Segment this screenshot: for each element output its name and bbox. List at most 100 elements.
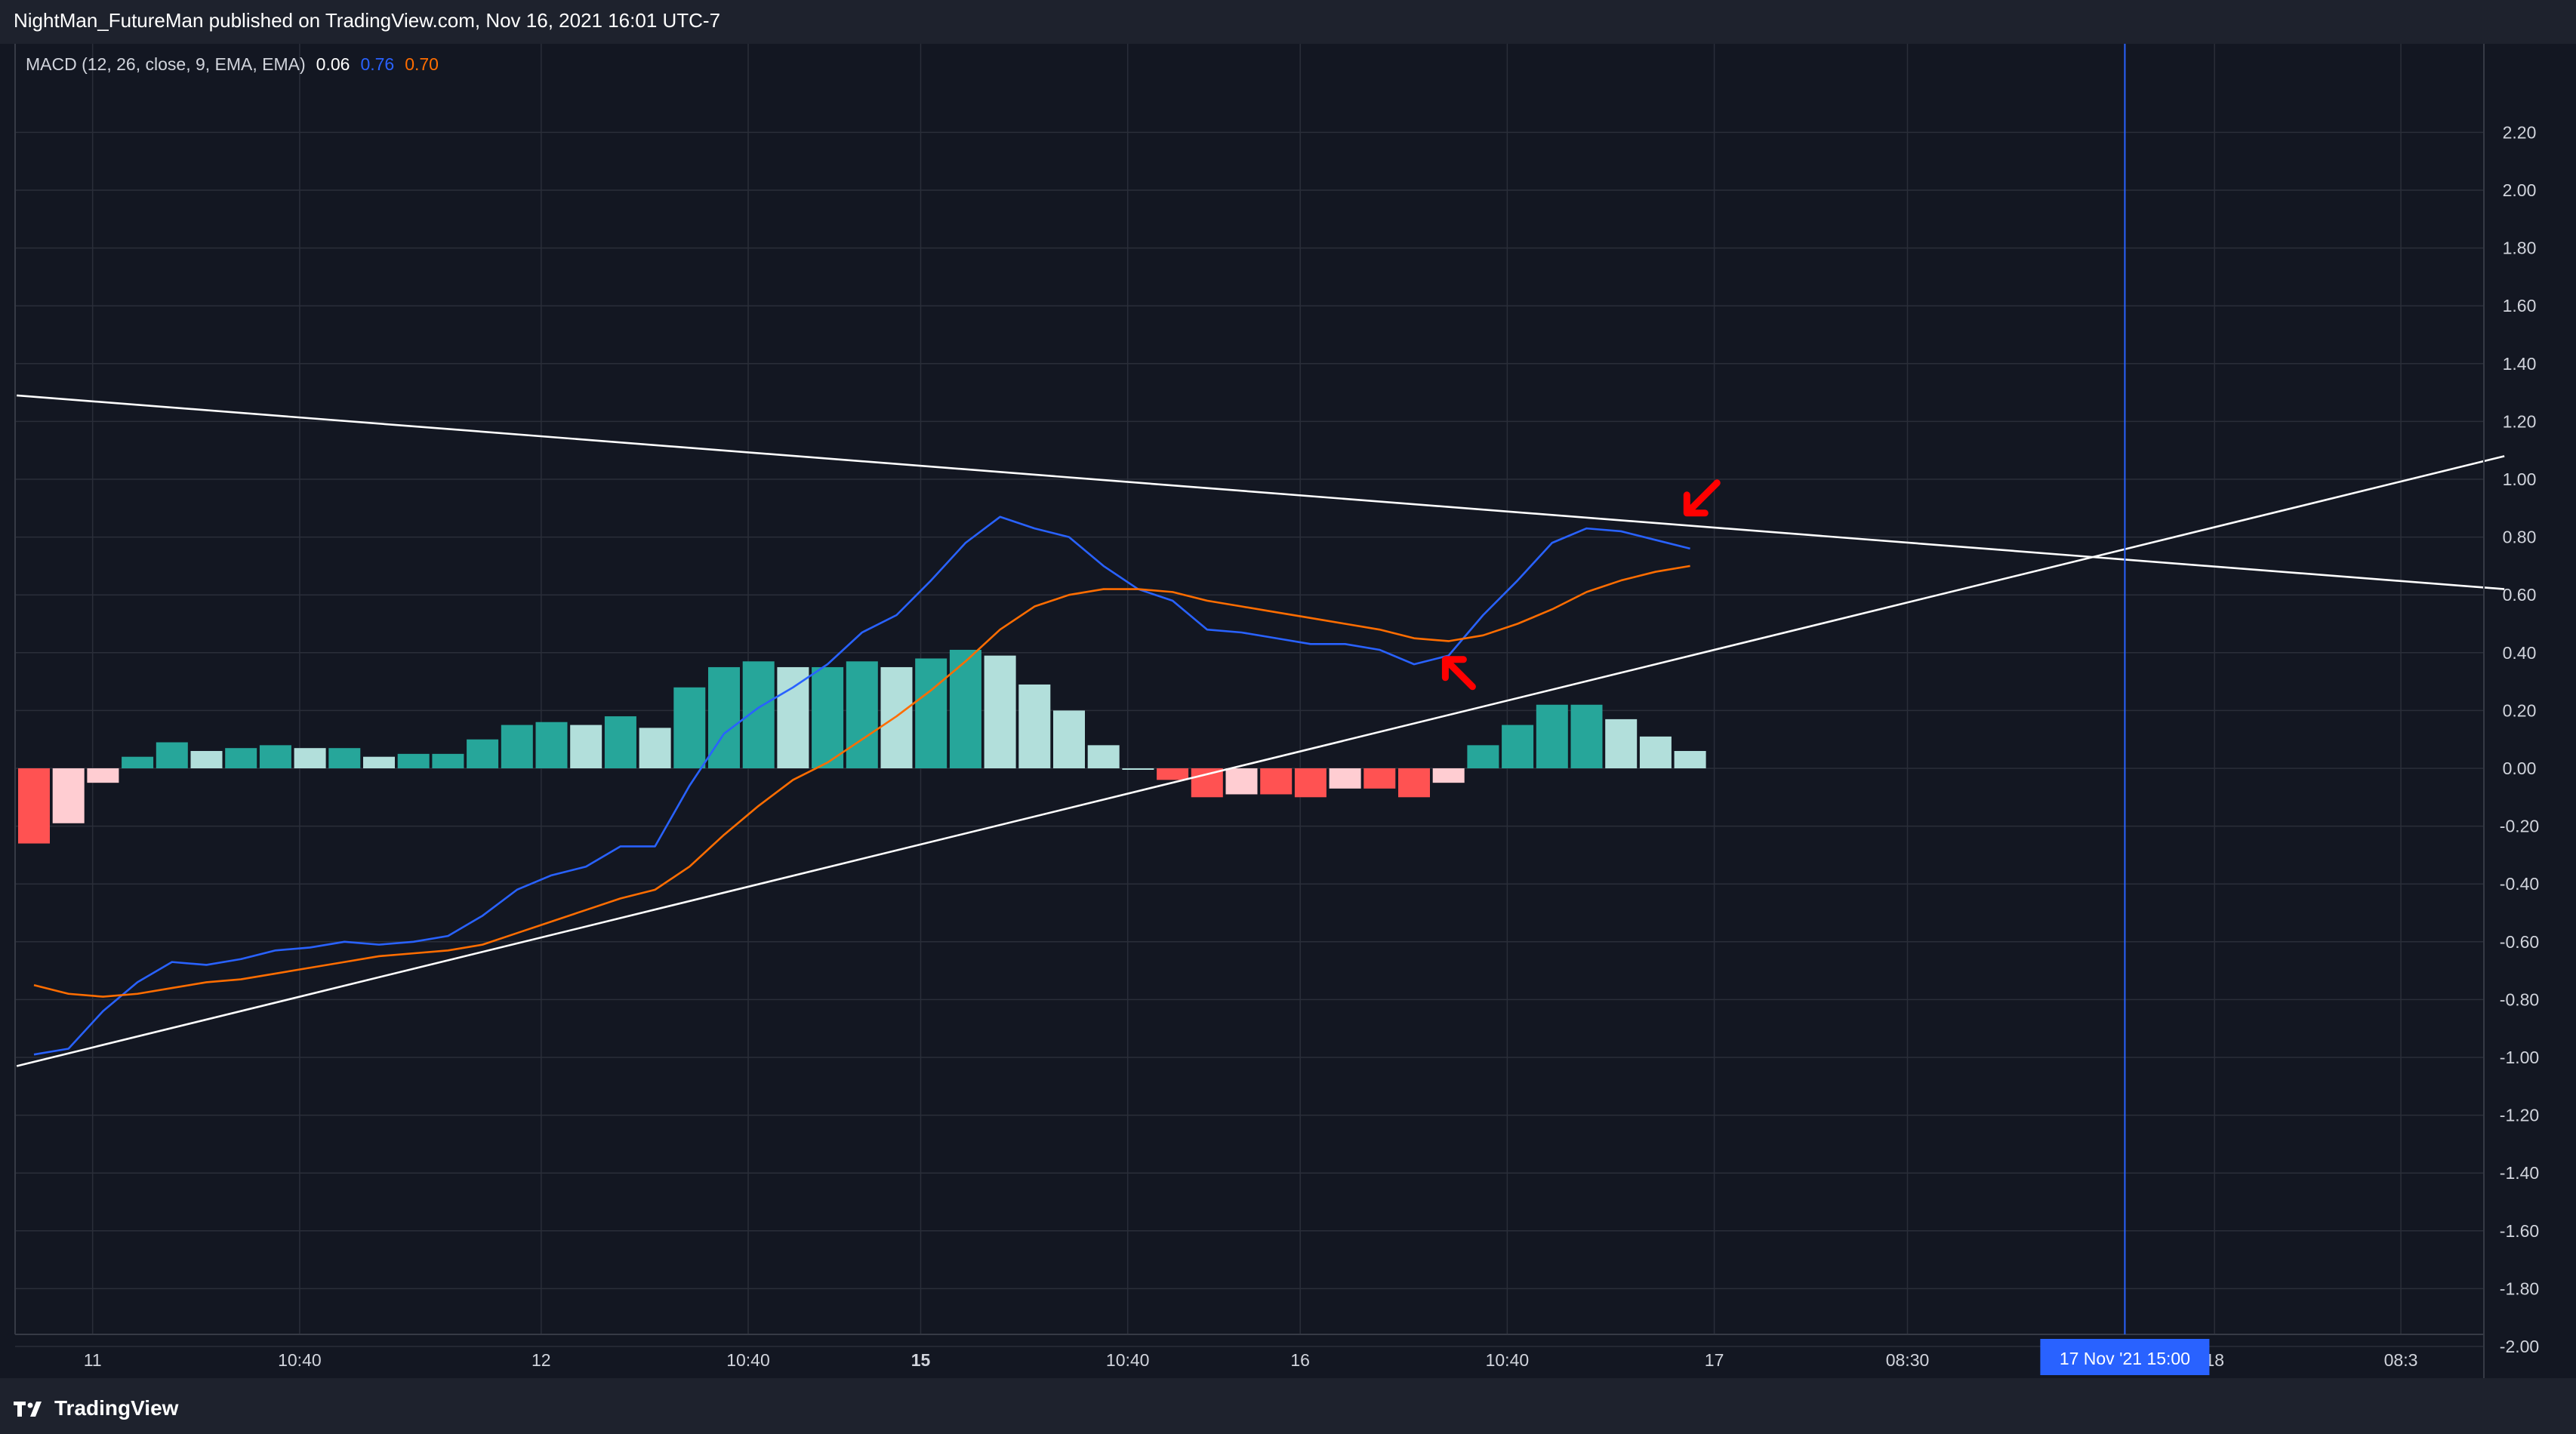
crosshair-time-badge (2040, 1339, 2210, 1375)
x-tick-label: 10:40 (1486, 1350, 1530, 1370)
histogram-bar (846, 661, 878, 768)
arrow-down-left-icon (1683, 479, 1721, 517)
y-tick-label: -2.00 (2500, 1337, 2539, 1356)
histogram-bar (1467, 745, 1499, 768)
tradingview-logo[interactable]: TradingView (14, 1396, 178, 1420)
y-tick-label: 0.60 (2503, 585, 2537, 605)
histogram-bar (673, 687, 706, 768)
histogram-bar (1674, 751, 1706, 768)
y-tick-label: 1.40 (2503, 354, 2537, 374)
histogram-bar (467, 739, 499, 768)
histogram-bar (1329, 768, 1361, 789)
legend-value-signal: 0.70 (405, 54, 439, 74)
signal-line (33, 565, 1690, 998)
x-tick-label: 10:40 (1106, 1350, 1150, 1370)
histogram-bar (708, 666, 740, 768)
histogram-bar (1536, 704, 1568, 768)
x-tick-label: 15 (911, 1350, 931, 1370)
histogram-bar (225, 748, 257, 768)
y-tick-label: -0.60 (2500, 932, 2539, 952)
y-tick-label: -1.80 (2500, 1279, 2539, 1298)
histogram-bar (1639, 736, 1672, 768)
histogram-bar (639, 728, 671, 768)
histogram-bar (777, 666, 809, 768)
histogram-bar (1225, 768, 1258, 795)
arrow-up-left-icon (1441, 656, 1476, 691)
tradingview-logo-icon (14, 1402, 42, 1417)
histogram-bar (1053, 710, 1085, 768)
legend-value-histogram: 0.06 (316, 54, 350, 74)
x-tick-label: 08:3 (2384, 1350, 2418, 1370)
histogram-bar (1087, 745, 1120, 768)
histogram-bar (1605, 719, 1638, 768)
trendline-descending-resistance (17, 394, 2505, 590)
histogram-bar (1018, 684, 1051, 768)
y-tick-label: -0.20 (2500, 817, 2539, 836)
publisher-header: NightMan_FutureMan published on TradingV… (0, 0, 2576, 44)
histogram-bar (1191, 768, 1223, 798)
x-tick-label: 10:40 (726, 1350, 770, 1370)
histogram-bar (328, 748, 361, 768)
y-tick-label: 0.00 (2503, 759, 2537, 778)
histogram-bar (87, 768, 119, 783)
y-tick-label: -0.80 (2500, 989, 2539, 1009)
trendline-ascending-support (16, 455, 2505, 1067)
x-tick-label: 12 (532, 1350, 551, 1370)
indicator-legend[interactable]: MACD (12, 26, close, 9, EMA, EMA) 0.06 0.… (26, 54, 439, 74)
y-tick-label: -1.60 (2500, 1221, 2539, 1241)
y-tick-label: -1.20 (2500, 1106, 2539, 1125)
histogram-bar (1260, 768, 1293, 795)
y-tick-label: 0.20 (2503, 700, 2537, 720)
y-tick-label: 1.20 (2503, 411, 2537, 431)
y-tick-label: 1.00 (2503, 469, 2537, 489)
histogram-bar (915, 658, 948, 768)
macd-line (33, 515, 1690, 1056)
histogram-bar (1294, 768, 1327, 798)
histogram-bar (604, 716, 636, 768)
crosshair-time-label: 17 Nov '21 15:00 (2060, 1349, 2190, 1368)
x-tick-label: 11 (84, 1350, 102, 1370)
histogram-bar (52, 768, 85, 823)
histogram-bar (259, 745, 291, 768)
histogram-bar (984, 655, 1016, 768)
histogram-bar (1398, 768, 1430, 798)
histogram-bar (397, 753, 430, 768)
histogram-bar (1122, 768, 1154, 770)
histogram-bar (949, 649, 981, 768)
y-tick-label: -1.40 (2500, 1163, 2539, 1183)
histogram-bar (122, 756, 154, 768)
axes: 2.20 2.00 1.80 1.60 1.40 1.20 1.00 0.80 0.60 0.40… (14, 44, 2539, 1378)
y-tick-label: 0.80 (2503, 528, 2537, 547)
indicator-label[interactable]: MACD (12, 26, close, 9, EMA, EMA) (26, 54, 306, 74)
y-tick-label: 1.80 (2503, 238, 2537, 258)
chart-grid (15, 44, 2484, 1347)
y-tick-label: 0.40 (2503, 643, 2537, 663)
x-tick-label: 08:30 (1886, 1350, 1930, 1370)
histogram-bar (190, 751, 223, 768)
tradingview-brand-label: TradingView (54, 1396, 179, 1420)
histogram-bar (812, 666, 844, 768)
histogram-bar (1502, 725, 1534, 768)
x-tick-label: 10:40 (278, 1350, 322, 1370)
footer-bar: TradingView (0, 1378, 2576, 1434)
histogram-bar (1157, 768, 1189, 780)
histogram-bar (363, 756, 395, 768)
histogram-bar (1570, 704, 1603, 768)
y-tick-label: 2.20 (2503, 122, 2537, 142)
x-tick-label: 17 (1705, 1350, 1724, 1370)
histogram-bar (880, 666, 913, 768)
annotations (1441, 479, 1721, 691)
histogram-bar (501, 725, 533, 768)
histogram-series (18, 649, 1706, 844)
histogram-bar (570, 725, 602, 768)
publisher-line: NightMan_FutureMan published on TradingV… (14, 9, 721, 32)
y-tick-label: -0.40 (2500, 874, 2539, 894)
histogram-bar (1432, 768, 1465, 783)
histogram-bar (535, 722, 568, 768)
histogram-bar (294, 748, 326, 768)
macd-chart[interactable]: 2.20 2.00 1.80 1.60 1.40 1.20 1.00 0.80 0.60 0.40… (0, 44, 2576, 1378)
histogram-bar (18, 768, 50, 844)
trendlines[interactable] (16, 394, 2505, 1067)
line-series (33, 515, 1690, 1056)
histogram-bar (156, 742, 188, 768)
